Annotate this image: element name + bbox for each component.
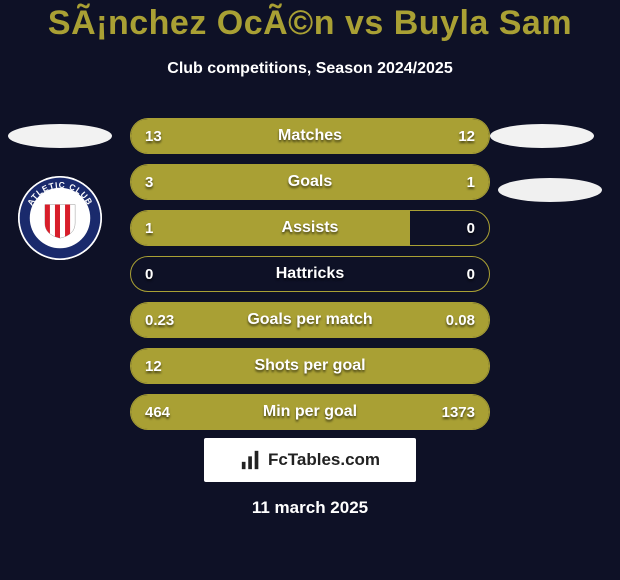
stat-value-right: 1 bbox=[453, 165, 489, 199]
stat-value-right: 0.08 bbox=[432, 303, 489, 337]
comparison-bars: 1312Matches31Goals10Assists00Hattricks0.… bbox=[130, 118, 490, 440]
page-title: SÃ¡nchez OcÃ©n vs Buyla Sam bbox=[0, 4, 620, 43]
player-photo-placeholder-right-2 bbox=[498, 178, 602, 202]
bars-icon bbox=[240, 449, 262, 471]
stat-value-right bbox=[461, 349, 489, 383]
stat-row: 31Goals bbox=[130, 164, 490, 200]
stat-value-right: 1373 bbox=[428, 395, 489, 429]
stat-value-left: 0 bbox=[131, 257, 167, 291]
stat-row: 0 0Hattricks bbox=[130, 256, 490, 292]
stat-fill-left bbox=[131, 165, 400, 199]
watermark-text: FcTables.com bbox=[268, 450, 380, 470]
stat-value-left: 3 bbox=[131, 165, 167, 199]
stat-value-left: 0.23 bbox=[131, 303, 188, 337]
stat-row: 12Shots per goal bbox=[130, 348, 490, 384]
club-badge-svg: ATLETIC CLUB BILBAO bbox=[18, 176, 102, 260]
stat-value-left: 13 bbox=[131, 119, 176, 153]
stat-value-left: 1 bbox=[131, 211, 167, 245]
club-badge: ATLETIC CLUB BILBAO bbox=[18, 176, 102, 260]
stat-row: 10Assists bbox=[130, 210, 490, 246]
stat-value-left: 12 bbox=[131, 349, 176, 383]
stat-row: 1312Matches bbox=[130, 118, 490, 154]
stat-row: 4641373Min per goal bbox=[130, 394, 490, 430]
stat-value-left: 464 bbox=[131, 395, 184, 429]
watermark: FcTables.com bbox=[204, 438, 416, 482]
subtitle: Club competitions, Season 2024/2025 bbox=[0, 60, 620, 78]
stat-fill-left bbox=[131, 211, 410, 245]
stat-label: Hattricks bbox=[131, 257, 489, 291]
player-photo-placeholder-left bbox=[8, 124, 112, 148]
stat-row: 0.230.08Goals per match bbox=[130, 302, 490, 338]
stat-value-right: 0 bbox=[453, 211, 489, 245]
stat-fill-left bbox=[131, 349, 489, 383]
stat-value-right: 0 bbox=[453, 257, 489, 291]
player-photo-placeholder-right-1 bbox=[490, 124, 594, 148]
date: 11 march 2025 bbox=[0, 498, 620, 518]
stat-value-right: 12 bbox=[444, 119, 489, 153]
